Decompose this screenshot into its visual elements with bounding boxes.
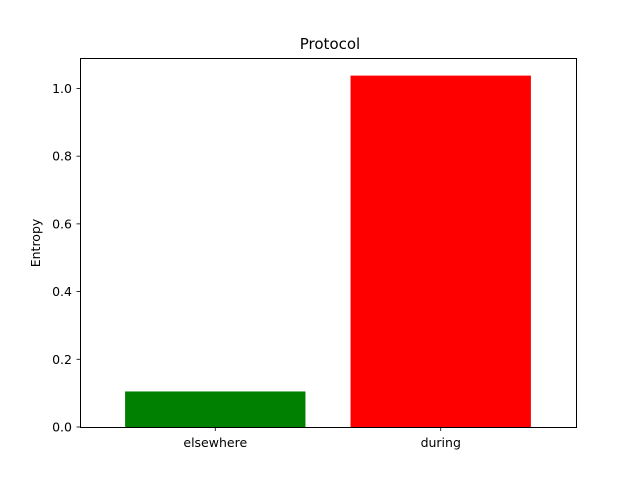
bar-during: [350, 75, 531, 427]
chart-title: Protocol: [300, 35, 360, 53]
y-tick-label: 0.2: [52, 352, 72, 367]
y-tick-label: 0.6: [52, 216, 72, 231]
y-axis-ticks: 0.0 0.2 0.4 0.6 0.8 1.0: [52, 81, 81, 435]
x-tick-label: during: [421, 435, 461, 450]
plot-area-frame: [80, 58, 577, 428]
x-axis-ticks: elsewhere during: [183, 427, 461, 450]
y-axis-label: Entropy: [28, 218, 43, 267]
bars-group: [125, 75, 531, 427]
bar-elsewhere: [125, 391, 306, 427]
y-tick-label: 0.0: [52, 420, 72, 435]
x-tick-label: elsewhere: [183, 435, 247, 450]
y-tick-label: 1.0: [52, 81, 72, 96]
y-tick-label: 0.4: [52, 284, 72, 299]
y-tick-label: 0.8: [52, 149, 72, 164]
